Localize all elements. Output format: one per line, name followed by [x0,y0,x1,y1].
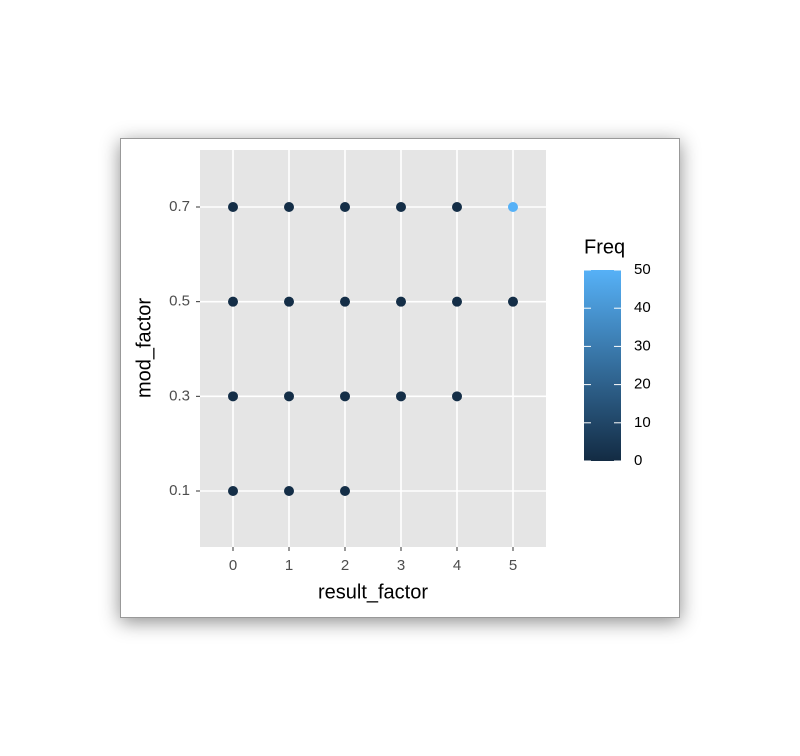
colorbar-label: 10 [634,414,651,431]
colorbar [584,270,621,461]
point [228,296,238,307]
y-tick-label: 0.1 [169,482,190,499]
point [340,391,350,402]
point [228,486,238,496]
colorbar-label: 40 [634,299,651,316]
y-tick-label: 0.5 [169,293,190,310]
legend-title: Freq [584,236,625,258]
point [340,296,350,307]
colorbar-label: 20 [634,376,651,393]
point [228,201,238,212]
point [452,391,462,402]
point [284,201,294,212]
x-tick-label: 4 [453,557,461,574]
point [284,391,294,402]
point [452,296,462,307]
y-axis-label: mod_factor [133,298,155,398]
x-tick-label: 2 [341,557,349,574]
x-tick-label: 1 [285,557,293,574]
point [452,201,462,212]
point [284,296,294,307]
colorbar-label: 0 [634,452,642,469]
point [508,201,518,212]
x-axis-label: result_factor [318,581,428,603]
point [508,296,518,307]
point [396,296,406,307]
point [340,201,350,212]
point [284,486,294,496]
x-tick-label: 0 [229,557,237,574]
y-tick-label: 0.7 [169,198,190,215]
panel [200,150,546,547]
colorbar-label: 30 [634,337,651,354]
x-tick-label: 5 [509,557,517,574]
point [340,486,350,496]
x-tick-label: 3 [397,557,405,574]
y-tick-label: 0.3 [169,387,190,404]
point [396,391,406,402]
point [396,201,406,212]
colorbar-label: 50 [634,261,651,278]
point [228,391,238,402]
